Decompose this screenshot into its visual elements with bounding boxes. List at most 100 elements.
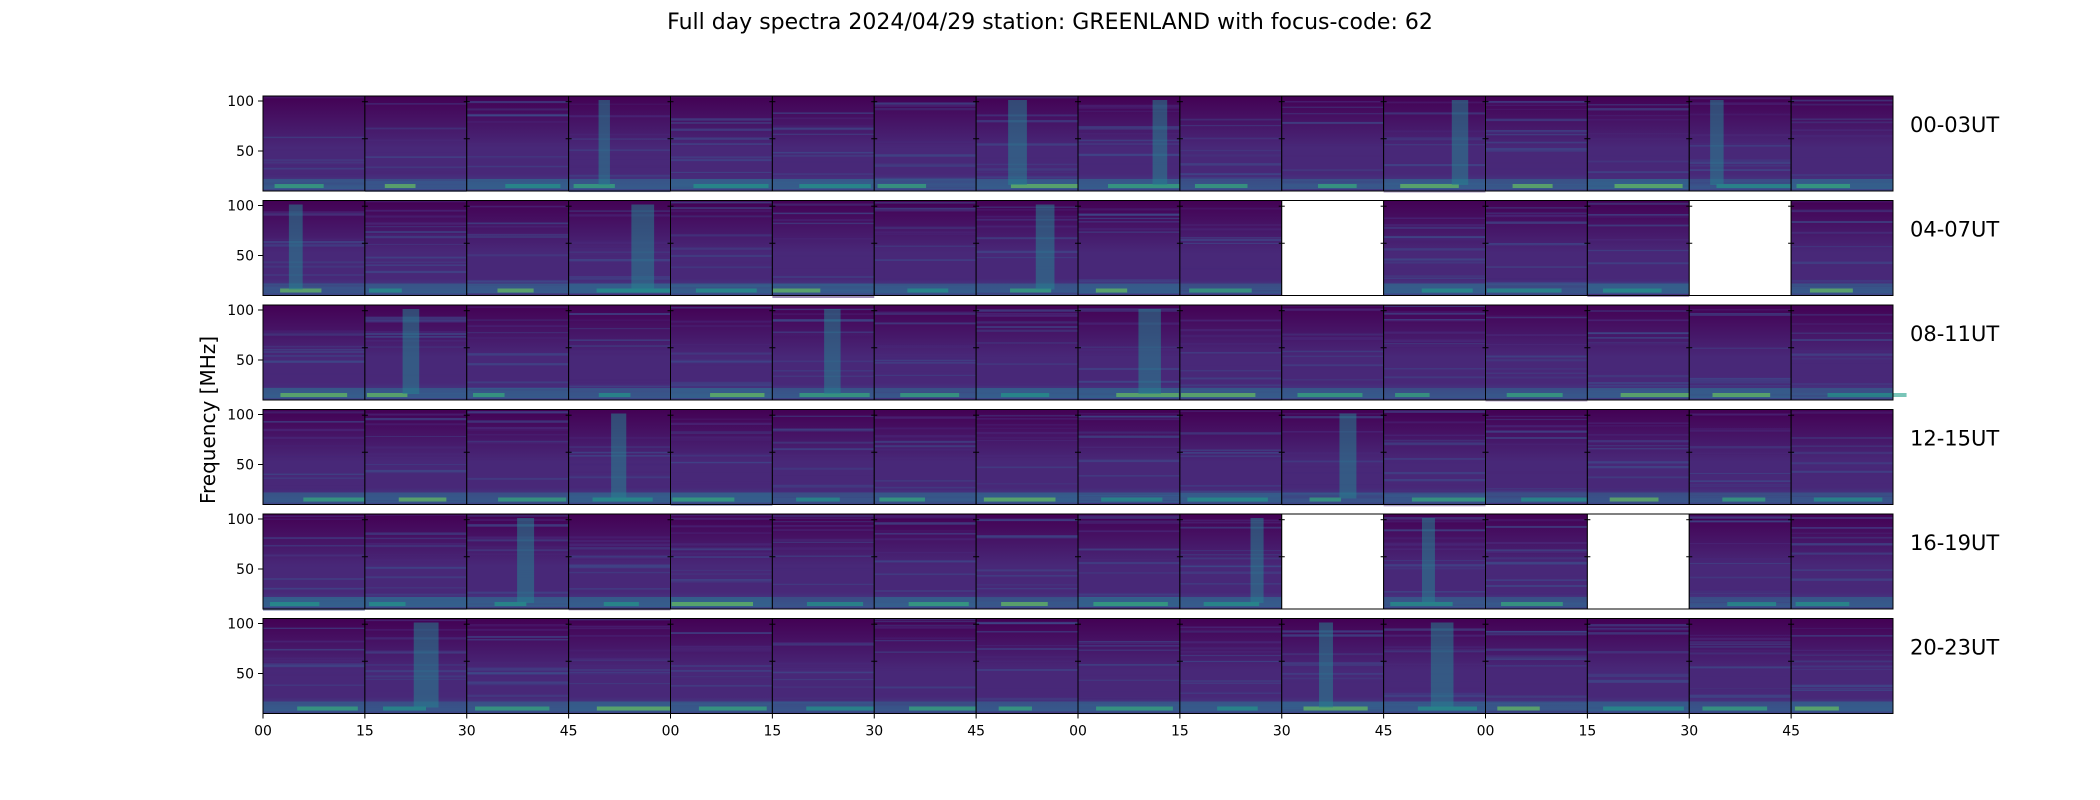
rfi-line xyxy=(1179,680,1282,682)
low-frequency-emission xyxy=(1722,497,1766,502)
rfi-line xyxy=(772,125,875,128)
rfi-line xyxy=(1383,312,1486,315)
rfi-line xyxy=(568,382,671,384)
rfi-line xyxy=(874,140,977,143)
rfi-line xyxy=(1179,465,1282,468)
rfi-line xyxy=(466,168,569,171)
rfi-line xyxy=(1179,630,1282,633)
rfi-line xyxy=(1383,258,1486,261)
low-frequency-emission xyxy=(596,288,673,293)
rfi-line xyxy=(874,651,977,653)
rfi-line xyxy=(1587,119,1690,121)
rfi-line xyxy=(1078,475,1180,477)
rfi-line xyxy=(670,547,773,551)
rfi-line xyxy=(263,173,365,175)
rfi-line xyxy=(976,215,1078,217)
rfi-line xyxy=(976,309,1078,312)
rfi-line xyxy=(976,440,1078,442)
rfi-line xyxy=(874,177,977,179)
rfi-line xyxy=(772,667,875,670)
rfi-line xyxy=(364,544,467,548)
rfi-line xyxy=(976,384,1078,386)
rfi-line xyxy=(772,331,875,334)
spectrum-panel xyxy=(1179,96,1282,191)
rfi-line xyxy=(772,673,875,676)
rfi-line xyxy=(1078,459,1180,463)
rfi-line xyxy=(1791,451,1893,455)
rfi-line xyxy=(1485,343,1588,346)
rfi-line xyxy=(1281,355,1384,357)
rfi-line xyxy=(1587,384,1690,387)
rfi-line xyxy=(874,668,977,672)
rfi-line xyxy=(1179,293,1282,296)
rfi-line xyxy=(772,699,875,701)
rfi-line xyxy=(1791,635,1893,637)
rfi-line xyxy=(1689,675,1792,678)
rfi-line xyxy=(874,624,977,627)
rfi-line xyxy=(1485,168,1588,171)
rfi-line xyxy=(1078,690,1180,693)
rfi-line xyxy=(1587,680,1690,684)
x-tick-label: 45 xyxy=(560,724,578,740)
rfi-line xyxy=(1791,470,1893,473)
rfi-line xyxy=(772,375,875,377)
rfi-line xyxy=(568,668,671,672)
rfi-line xyxy=(263,136,365,139)
rfi-line xyxy=(772,267,875,270)
rfi-line xyxy=(1689,666,1792,669)
rfi-line xyxy=(364,576,467,579)
rfi-line xyxy=(263,96,365,99)
rfi-line xyxy=(1281,337,1384,341)
rfi-line xyxy=(568,164,671,168)
rfi-line xyxy=(1281,471,1384,474)
rfi-line xyxy=(1791,536,1893,539)
rfi-line xyxy=(1791,668,1893,671)
rfi-line xyxy=(874,692,977,695)
rfi-line xyxy=(1485,100,1588,103)
rfi-line xyxy=(976,143,1078,146)
rfi-line xyxy=(1179,266,1282,269)
rfi-line xyxy=(670,648,773,651)
rfi-line xyxy=(670,320,773,323)
rfi-line xyxy=(874,517,977,519)
rfi-line xyxy=(670,472,773,474)
rfi-line xyxy=(568,149,671,152)
rfi-line xyxy=(1281,308,1384,312)
rfi-line xyxy=(1791,689,1893,692)
low-frequency-emission xyxy=(1827,393,1907,397)
rfi-line xyxy=(1485,559,1588,561)
rfi-line xyxy=(874,370,977,373)
rfi-line xyxy=(364,446,467,449)
rfi-line xyxy=(1791,445,1893,448)
rfi-line xyxy=(976,171,1078,174)
rfi-line xyxy=(976,173,1078,175)
spectrum-panel xyxy=(976,200,1078,296)
rfi-line xyxy=(1383,248,1486,251)
rfi-line xyxy=(263,473,365,475)
low-frequency-band xyxy=(364,597,467,607)
rfi-line xyxy=(1078,150,1180,152)
rfi-line xyxy=(1179,691,1282,693)
rfi-line xyxy=(670,532,773,534)
rfi-line xyxy=(1587,171,1690,174)
rfi-line xyxy=(1587,262,1690,265)
rfi-line xyxy=(1485,557,1588,560)
rfi-line xyxy=(1689,428,1792,431)
rfi-line xyxy=(1179,177,1282,180)
rfi-line xyxy=(1485,104,1588,107)
rfi-line xyxy=(1689,97,1792,100)
rfi-line xyxy=(1791,265,1893,268)
burst-feature xyxy=(1430,622,1454,708)
rfi-line xyxy=(670,381,773,385)
y-tick-label: 100 xyxy=(227,512,254,528)
spectrum-panel xyxy=(1791,514,1893,609)
rfi-line xyxy=(874,356,977,359)
rfi-line xyxy=(263,421,365,423)
rfi-line xyxy=(1791,684,1893,688)
rfi-line xyxy=(1791,411,1893,414)
rfi-line xyxy=(670,361,773,364)
rfi-line xyxy=(1587,155,1690,158)
rfi-line xyxy=(874,163,977,166)
rfi-line xyxy=(976,342,1078,344)
rfi-line xyxy=(1485,418,1588,421)
